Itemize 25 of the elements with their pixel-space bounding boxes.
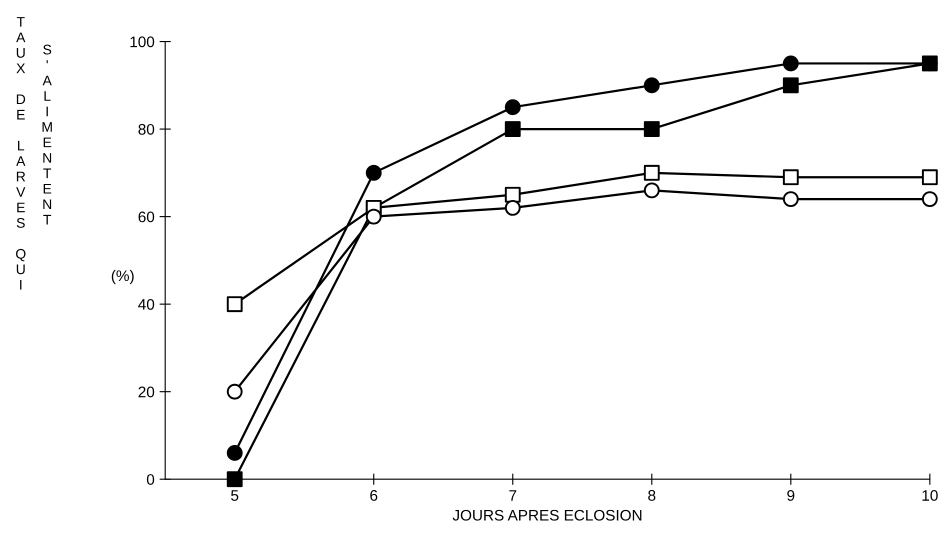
y-tick-label: 60 [138, 211, 154, 222]
point [782, 77, 799, 94]
point [504, 121, 521, 137]
point [644, 121, 660, 137]
text: TAUX DE LARVES QUI S'ALIMENTENT [16, 17, 52, 290]
x-tick-label: 7 [509, 490, 516, 501]
point [922, 169, 938, 186]
y-tick-label: 80 [138, 124, 154, 135]
point [226, 296, 243, 312]
y-tick-label: 40 [138, 299, 154, 310]
x-tick-label: 9 [787, 490, 794, 501]
text: (%) [112, 270, 134, 284]
x-tick-label: 5 [231, 490, 238, 501]
point [644, 164, 660, 181]
point [504, 186, 521, 203]
point [922, 56, 938, 72]
point [782, 169, 799, 186]
x-axis-title: JOURS APRES ECLOSION [452, 510, 642, 521]
y-tick-label: 100 [130, 36, 154, 48]
point [226, 471, 243, 488]
y-tick-label: 20 [138, 386, 154, 398]
x-tick-label: 10 [922, 490, 938, 501]
y-tick-label: 0 [146, 474, 154, 485]
x-tick-label: 8 [648, 490, 656, 501]
x-tick-label: 6 [370, 490, 378, 501]
